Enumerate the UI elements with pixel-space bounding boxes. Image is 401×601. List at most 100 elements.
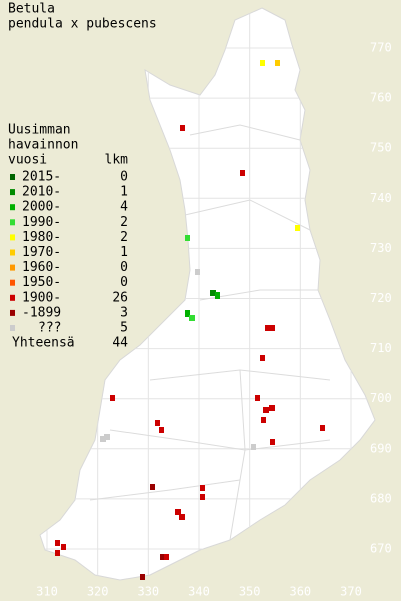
y-grid-label: 690 (370, 441, 392, 455)
observation-dot (159, 427, 164, 433)
y-grid-label: 750 (370, 141, 392, 155)
legend-swatch (10, 204, 15, 211)
legend-swatch (10, 234, 15, 241)
observation-dot (255, 395, 260, 401)
observation-dot (180, 125, 185, 131)
observation-dot (275, 60, 280, 66)
observation-dot (200, 494, 205, 500)
country-outline (39, 7, 376, 581)
y-grid-label: 700 (370, 391, 392, 405)
observations (55, 60, 325, 580)
legend-count: 0 (120, 170, 128, 185)
legend-count: 3 (120, 305, 128, 320)
observation-dot (270, 439, 275, 445)
observation-dot (55, 550, 60, 556)
x-grid-label: 350 (239, 585, 261, 599)
observation-dot (175, 509, 181, 515)
observation-dot (185, 310, 190, 317)
legend-label: 1950- (22, 275, 61, 290)
legend-heading: havainnon (8, 138, 78, 153)
observation-dot (215, 292, 220, 299)
legend-label: 1970- (22, 245, 61, 260)
observation-dot (265, 325, 270, 331)
y-grid-label: 720 (370, 291, 392, 305)
legend-label: 1980- (22, 230, 61, 245)
legend-swatch (10, 279, 15, 286)
title-line: pendula x pubescens (8, 17, 157, 32)
observation-dot (260, 355, 265, 361)
observation-dot (61, 544, 66, 550)
legend-count: 4 (120, 200, 128, 215)
observation-dot (295, 225, 300, 231)
observation-dot (164, 554, 169, 560)
observation-dot (140, 574, 145, 580)
observation-dot (189, 315, 195, 321)
y-grid-label: 730 (370, 241, 392, 255)
legend-label: -1899 (22, 305, 61, 320)
observation-dot (210, 290, 216, 296)
observation-dot (200, 485, 205, 491)
observation-dot (185, 235, 190, 241)
legend-label: 2000- (22, 200, 61, 215)
legend-count-heading: lkm (105, 153, 129, 168)
x-grid-label: 370 (340, 585, 362, 599)
legend-count: 0 (120, 260, 128, 275)
legend-swatch (10, 189, 15, 196)
legend-label: ??? (38, 321, 61, 336)
x-grid-label: 330 (137, 585, 159, 599)
legend-label: 2015- (22, 170, 61, 185)
legend-swatch (10, 264, 15, 271)
observation-dot (104, 434, 110, 440)
legend-heading: vuosi (8, 153, 47, 168)
legend-count: 1 (120, 245, 128, 260)
legend-count: 2 (120, 215, 128, 230)
legend-label: 2010- (22, 185, 61, 200)
observation-dot (150, 484, 155, 490)
legend-swatch (10, 309, 15, 316)
legend-swatch (10, 325, 15, 331)
x-grid-label: 340 (188, 585, 210, 599)
observation-dot (110, 395, 115, 401)
legend-total: 44 (112, 336, 128, 351)
observation-dot (100, 436, 106, 442)
observation-dot (179, 514, 185, 520)
y-grid-label: 760 (370, 91, 392, 105)
x-grid-label: 310 (36, 585, 58, 599)
legend-label: 1900- (22, 290, 61, 305)
observation-dot (320, 425, 325, 431)
legend-swatch (10, 249, 15, 256)
legend-count: 26 (112, 290, 128, 305)
observation-dot (160, 554, 165, 560)
legend-swatch (10, 219, 15, 226)
title-line: Betula (8, 2, 55, 17)
legend-count: 5 (120, 321, 128, 336)
legend-swatch (10, 294, 15, 301)
observation-dot (260, 60, 265, 66)
legend: 2015- 0 2010- 1 2000- 4 1990- 2 1980- 2 1970- 1 1960… (10, 170, 128, 351)
legend-label: 1990- (22, 215, 61, 230)
y-grid-label: 770 (370, 41, 392, 55)
legend-count: 1 (120, 185, 128, 200)
legend-swatch (10, 174, 15, 180)
observation-dot (251, 444, 256, 450)
x-grid-label: 360 (289, 585, 311, 599)
observation-dot (269, 405, 275, 411)
observation-dot (270, 325, 275, 331)
observation-dot (195, 269, 200, 275)
legend-label: 1960- (22, 260, 61, 275)
y-grid-label: 710 (370, 341, 392, 355)
legend-count: 0 (120, 275, 128, 290)
observation-dot (240, 170, 245, 176)
x-grid-label: 320 (87, 585, 109, 599)
observation-dot (261, 417, 266, 423)
legend-count: 2 (120, 230, 128, 245)
legend-total-label: Yhteensä (12, 336, 75, 351)
y-grid-label: 670 (370, 542, 392, 556)
y-grid-label: 680 (370, 491, 392, 505)
y-grid-label: 740 (370, 191, 392, 205)
observation-dot (55, 540, 60, 546)
observation-dot (155, 420, 160, 426)
legend-heading: Uusimman (8, 123, 71, 138)
observation-dot (263, 407, 269, 413)
